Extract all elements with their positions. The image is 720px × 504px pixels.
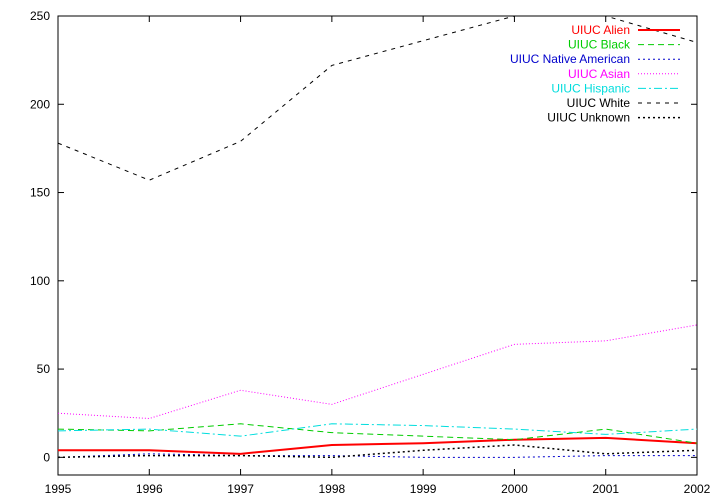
series-line-4 — [57, 423, 698, 437]
x-tick-label: 1995 — [45, 482, 72, 496]
series-line-6 — [57, 444, 698, 459]
y-tick-label: 100 — [30, 274, 50, 288]
y-tick-label: 250 — [30, 9, 50, 23]
y-tick-label: 50 — [37, 362, 51, 376]
y-tick-label: 0 — [43, 450, 50, 464]
x-tick-label: 2001 — [592, 482, 619, 496]
series-line-0 — [58, 436, 698, 455]
legend-label-5: UIUC White — [567, 96, 631, 110]
x-tick-label: 1997 — [227, 482, 254, 496]
series-line-5 — [57, 15, 698, 181]
x-tick-label: 2002 — [684, 482, 711, 496]
legend-label-6: UIUC Unknown — [547, 111, 630, 125]
y-tick-label: 200 — [30, 97, 50, 111]
legend-label-2: UIUC Native American — [510, 52, 630, 66]
legend-label-4: UIUC Hispanic — [551, 81, 630, 95]
plot-frame — [57, 15, 698, 476]
x-tick-label: 2000 — [501, 482, 528, 496]
series-line-2 — [57, 453, 697, 458]
series-line-3 — [57, 324, 698, 420]
legend-label-0: UIUC Alien — [571, 23, 630, 37]
x-tick-label: 1999 — [410, 482, 437, 496]
x-tick-label: 1996 — [136, 482, 163, 496]
x-tick-label: 1998 — [319, 482, 346, 496]
series-line-1 — [57, 423, 698, 444]
legend-label-1: UIUC Black — [568, 38, 631, 52]
y-tick-label: 150 — [30, 186, 50, 200]
legend-label-3: UIUC Asian — [568, 67, 630, 81]
